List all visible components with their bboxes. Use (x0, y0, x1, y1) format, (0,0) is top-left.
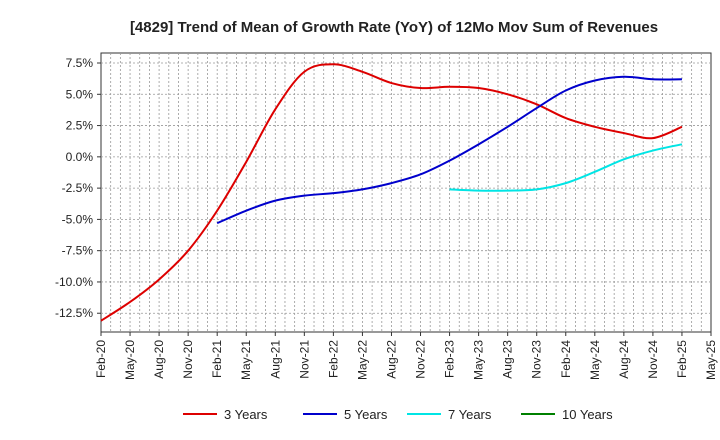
series-lines (100, 63, 683, 322)
plot-frame (100, 52, 712, 333)
x-tick-label: Feb-23 (443, 340, 457, 378)
x-tick-label: Aug-23 (501, 340, 515, 379)
x-tick-label: Nov-23 (530, 340, 544, 379)
y-tick-label: 5.0% (66, 87, 94, 101)
x-tick-label: May-20 (123, 340, 137, 380)
legend-label-5-years: 5 Years (344, 407, 388, 422)
x-tick-label: Aug-24 (617, 340, 631, 379)
x-tick-label: May-25 (704, 340, 718, 380)
series-line-7-years (449, 143, 683, 192)
x-tick-label: Aug-20 (152, 340, 166, 379)
legend: 3 Years 5 Years 7 Years 10 Years (183, 407, 613, 422)
x-tick-label: Feb-25 (675, 340, 689, 378)
x-tick-label: Nov-22 (414, 340, 428, 379)
x-tick-label: Nov-21 (297, 340, 311, 379)
y-tick-label: -12.5% (55, 306, 93, 320)
y-tick-label: -5.0% (62, 212, 94, 226)
y-tick-label: 2.5% (66, 119, 94, 133)
legend-label-10-years: 10 Years (562, 407, 613, 422)
y-tick-label: -10.0% (55, 275, 93, 289)
x-tick-label: May-21 (239, 340, 253, 380)
y-axis: 7.5% 5.0% 2.5% 0.0% -2.5% -5.0% -7.5% -10.0% -12… (55, 56, 101, 320)
x-tick-label: Feb-22 (326, 340, 340, 378)
x-tick-label: May-24 (588, 340, 602, 380)
x-tick-label: Feb-21 (210, 340, 224, 378)
x-tick-label: Feb-20 (94, 340, 108, 378)
legend-label-7-years: 7 Years (448, 407, 492, 422)
x-tick-label: Nov-24 (646, 340, 660, 379)
series-line-5-years (216, 75, 682, 225)
grid (101, 53, 711, 332)
legend-label-3-years: 3 Years (224, 407, 268, 422)
y-tick-label: 7.5% (66, 56, 94, 70)
x-tick-label: May-22 (355, 340, 369, 380)
x-tick-label: Aug-21 (268, 340, 282, 379)
y-tick-label: 0.0% (66, 150, 94, 164)
x-tick-label: Nov-20 (181, 340, 195, 379)
chart-title: [4829] Trend of Mean of Growth Rate (YoY… (130, 19, 658, 36)
x-axis: Feb-20 May-20 Aug-20 Nov-20 Feb-21 May-21 Aug-… (94, 332, 718, 380)
x-tick-label: Aug-22 (384, 340, 398, 379)
y-tick-label: -2.5% (62, 181, 94, 195)
series-line-3-years (100, 63, 683, 322)
y-tick-label: -7.5% (62, 244, 94, 258)
x-tick-label: Feb-24 (559, 340, 573, 378)
x-tick-label: May-23 (472, 340, 486, 380)
